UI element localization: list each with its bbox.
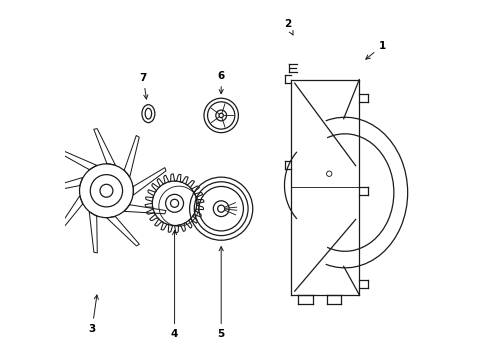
Text: 6: 6 [217, 71, 224, 94]
Text: 1: 1 [365, 41, 386, 59]
Text: 7: 7 [140, 73, 147, 99]
Text: 4: 4 [170, 230, 178, 339]
Text: 3: 3 [88, 295, 98, 334]
Text: 5: 5 [217, 247, 224, 339]
Text: 2: 2 [284, 19, 292, 35]
